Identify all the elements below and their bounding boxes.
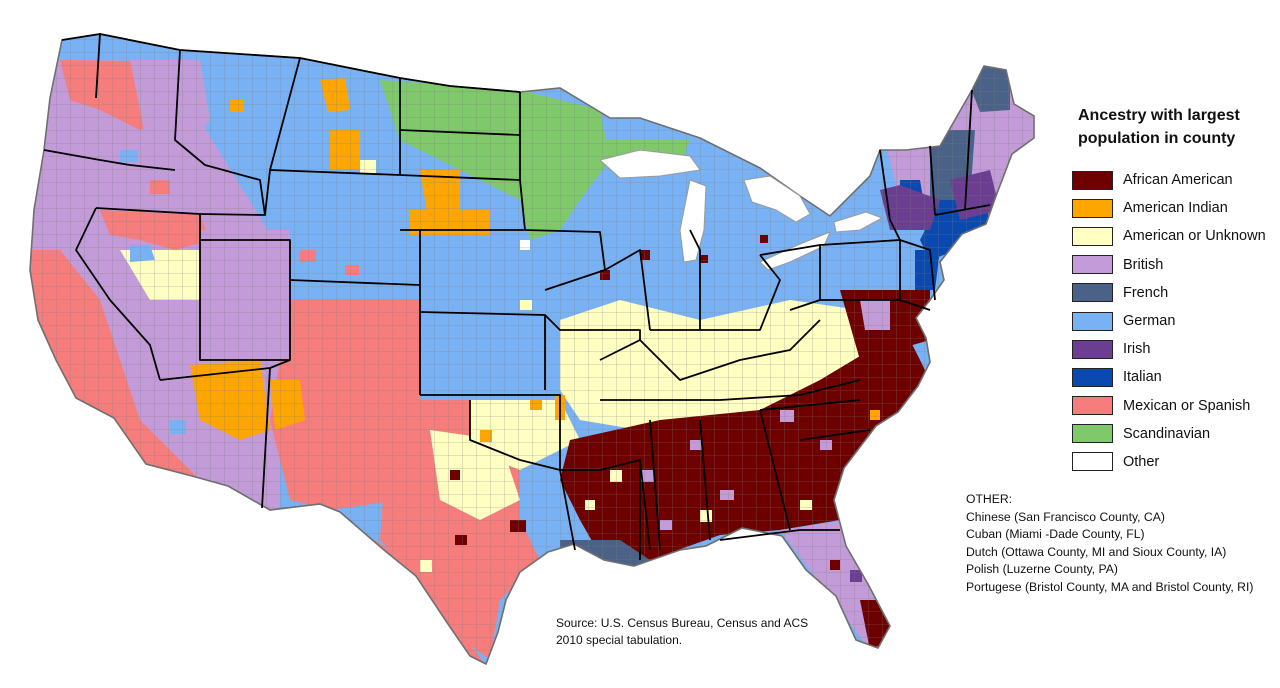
state-border: [700, 254, 781, 331]
other-ancestries-note: OTHER: Chinese (San Francisco County, CA…: [966, 491, 1266, 597]
legend-swatch: [1072, 424, 1113, 444]
source-line1: Source: U.S. Census Bureau, Census and A…: [556, 616, 809, 630]
other-line: Polish (Luzerne County, PA): [966, 562, 1118, 577]
legend-label: Irish: [1123, 341, 1151, 358]
legend-item: German: [1072, 307, 1277, 335]
legend-swatch: [1072, 396, 1113, 416]
state-border: [650, 229, 701, 331]
source-line2: 2010 special tabulation.: [556, 633, 683, 647]
state-border: [600, 379, 861, 401]
state-border: [929, 145, 936, 216]
legend-label: German: [1123, 313, 1176, 330]
state-border: [799, 429, 871, 441]
state-border: [759, 409, 791, 531]
state-border: [759, 244, 821, 311]
state-border: [95, 33, 101, 99]
source-note: Source: U.S. Census Bureau, Census and A…: [556, 615, 816, 649]
legend-item: British: [1072, 251, 1277, 279]
state-border: [699, 419, 711, 541]
other-line: Dutch (Ottawa County, MI and Sioux Count…: [966, 544, 1227, 559]
state-border: [639, 319, 821, 381]
legend-label: American Indian: [1123, 200, 1228, 217]
state-border: [559, 469, 576, 551]
state-border: [43, 149, 176, 171]
legend-label: African American: [1123, 172, 1233, 189]
county-cluster: [536, 565, 546, 575]
state-border: [604, 249, 651, 331]
state-border: [420, 394, 561, 471]
legend-swatch: [1072, 226, 1113, 246]
great-lakes: [598, 149, 884, 271]
legend-swatch: [1072, 452, 1113, 472]
legend-item: Italian: [1072, 363, 1277, 391]
state-border: [759, 399, 861, 411]
other-line: Portugese (Bristol County, MA and Bristo…: [966, 579, 1254, 594]
legend-item: American or Unknown: [1072, 222, 1277, 250]
legend-item: Other: [1072, 448, 1277, 476]
legend-label: French: [1123, 284, 1169, 301]
legend-item: Mexican or Spanish: [1072, 392, 1277, 420]
state-border: [269, 57, 301, 171]
legend-label: Italian: [1123, 369, 1162, 386]
legend-label: Mexican or Spanish: [1123, 397, 1251, 414]
state-border: [399, 174, 526, 231]
state-border: [560, 459, 651, 551]
map-legend: Ancestry with largest population in coun…: [1072, 104, 1277, 476]
legend-item: French: [1072, 279, 1277, 307]
state-border: [261, 367, 271, 509]
legend-item: American Indian: [1072, 194, 1277, 222]
ancestry-map: [29, 33, 1035, 665]
legend-item: African American: [1072, 166, 1277, 194]
legend-swatch: [1072, 283, 1113, 303]
legend-label: British: [1123, 256, 1164, 273]
legend-swatch: [1072, 255, 1113, 275]
legend-swatch: [1072, 367, 1113, 387]
legend-swatch: [1072, 311, 1113, 331]
legend-swatch: [1072, 170, 1113, 190]
state-border: [544, 314, 641, 361]
legend-swatch: [1072, 339, 1113, 359]
legend-item: Irish: [1072, 335, 1277, 363]
state-border: [399, 129, 521, 136]
legend-label: American or Unknown: [1123, 228, 1266, 245]
legend-item: Scandinavian: [1072, 420, 1277, 448]
state-border: [719, 529, 840, 541]
other-line: Cuban (Miami -Dade County, FL): [966, 527, 1145, 542]
state-border: [899, 239, 936, 301]
other-line: Chinese (San Francisco County, CA): [966, 509, 1165, 524]
state-border: [75, 207, 161, 381]
state-border: [934, 204, 991, 216]
state-border: [649, 419, 661, 551]
state-border: [174, 49, 266, 216]
legend-title-line2: population in county: [1078, 130, 1236, 147]
state-border: [820, 299, 931, 311]
other-heading: OTHER:: [966, 492, 1013, 506]
legend-title: Ancestry with largest population in coun…: [1078, 104, 1277, 150]
legend-label: Scandinavian: [1123, 425, 1211, 442]
state-border: [879, 149, 901, 241]
legend-label: Other: [1123, 453, 1160, 470]
state-border: [964, 89, 973, 211]
legend-title-line1: Ancestry with largest: [1078, 107, 1240, 124]
legend-swatch: [1072, 198, 1113, 218]
state-border: [524, 229, 606, 291]
state-border: [199, 169, 401, 216]
